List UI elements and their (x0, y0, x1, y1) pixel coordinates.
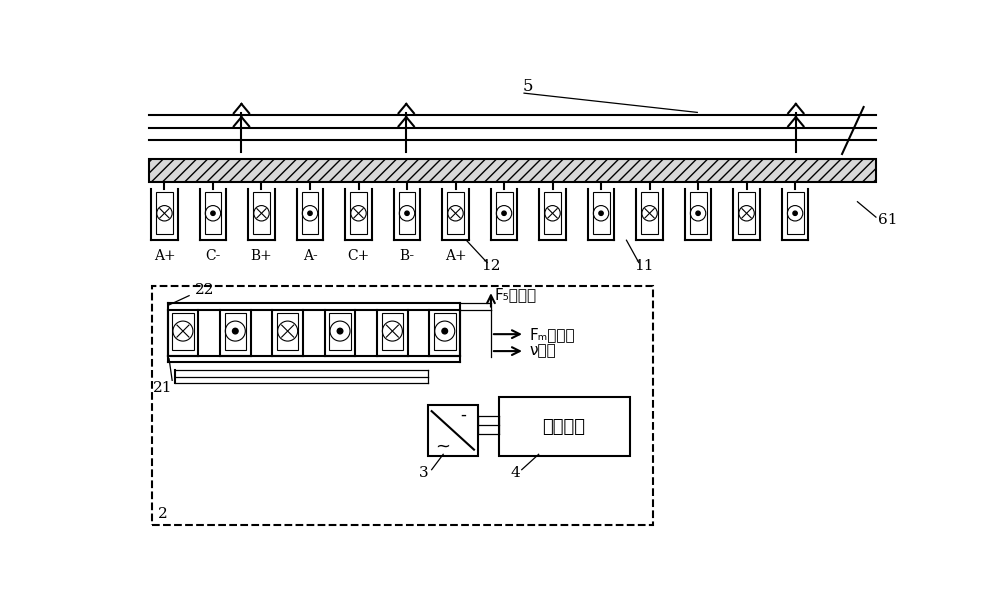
Bar (277, 312, 298, 350)
Bar (225, 312, 246, 350)
Text: 12: 12 (481, 259, 501, 273)
Bar (302, 192, 318, 234)
Bar (496, 192, 512, 234)
Bar (156, 192, 173, 234)
Bar (329, 312, 351, 350)
Bar (593, 192, 610, 234)
Text: ν速度: ν速度 (529, 344, 556, 359)
Text: 2: 2 (158, 507, 168, 520)
Text: F₅悬浮力: F₅悬浮力 (495, 288, 537, 302)
Circle shape (232, 328, 238, 334)
Circle shape (211, 211, 215, 215)
Bar (350, 192, 367, 234)
Text: 22: 22 (195, 282, 214, 297)
Circle shape (793, 211, 797, 215)
Bar (738, 192, 755, 234)
Bar (544, 192, 561, 234)
Bar (499, 397, 630, 456)
Bar (690, 192, 707, 234)
Circle shape (696, 211, 700, 215)
Bar (253, 192, 270, 234)
Bar (382, 312, 403, 350)
Text: ~: ~ (435, 438, 450, 456)
Text: 5: 5 (523, 78, 533, 95)
Bar (172, 312, 194, 350)
Bar (447, 192, 464, 234)
Circle shape (337, 328, 343, 334)
Text: 11: 11 (634, 259, 653, 273)
Bar (787, 192, 804, 234)
Bar (205, 192, 221, 234)
Text: 储能系统: 储能系统 (543, 417, 586, 435)
Circle shape (442, 328, 448, 334)
Circle shape (308, 211, 312, 215)
Bar (149, 159, 876, 182)
Text: C+: C+ (347, 248, 370, 263)
Text: B-: B- (399, 248, 415, 263)
Text: A-: A- (303, 248, 317, 263)
Text: 3: 3 (419, 466, 429, 480)
Bar (641, 192, 658, 234)
Text: 61: 61 (878, 213, 898, 227)
Bar (428, 405, 478, 456)
Text: -: - (460, 405, 466, 423)
Circle shape (599, 211, 603, 215)
Bar (434, 312, 456, 350)
Text: B+: B+ (251, 248, 272, 263)
Circle shape (405, 211, 409, 215)
Text: 4: 4 (511, 466, 520, 480)
Bar (152, 286, 653, 525)
Text: A+: A+ (445, 248, 466, 263)
Bar (399, 192, 415, 234)
Text: C-: C- (205, 248, 221, 263)
Circle shape (502, 211, 506, 215)
Text: A+: A+ (154, 248, 175, 263)
Text: 21: 21 (153, 381, 173, 395)
Text: Fₘ牵引力: Fₘ牵引力 (529, 327, 575, 342)
